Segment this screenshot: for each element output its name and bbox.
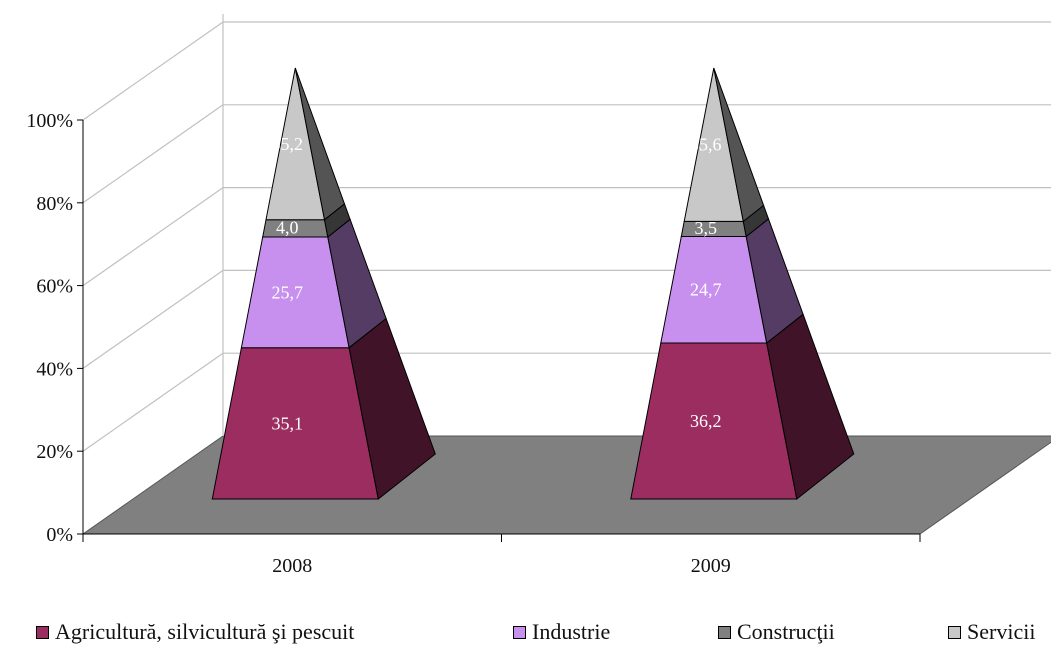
legend-swatch (513, 625, 526, 639)
y-tick-label: 20% (36, 441, 73, 463)
gridline-side (82, 269, 224, 369)
segment-side (713, 67, 765, 223)
gridline-side (82, 104, 224, 204)
y-tick-label: 60% (36, 276, 73, 298)
category-axis: 2008 2009 (82, 533, 921, 577)
pyramid-2009: 36,2 24,7 3,5 35,6 (630, 67, 855, 500)
pyramid-series: 35,1 25,7 4,0 35,2 36,2 24,7 3,5 35,6 (211, 67, 855, 500)
category-label: 2009 (691, 555, 731, 577)
category-label: 2008 (272, 555, 312, 577)
y-tick-label: 40% (36, 358, 73, 380)
gridline-side (82, 21, 224, 121)
legend-item: Agricultură, silvicultură şi pescuit (36, 618, 354, 646)
y-tick-label: 80% (36, 193, 73, 215)
legend-item: Construcţii (718, 618, 835, 646)
data-label: 35,2 (272, 134, 304, 154)
legend-label: Industrie (532, 619, 611, 644)
data-label: 35,6 (690, 135, 722, 155)
data-label: 4,0 (276, 217, 299, 237)
legend-swatch (36, 625, 49, 639)
data-label: 35,1 (272, 413, 304, 433)
legend-label: Construcţii (737, 619, 835, 644)
legend-swatch (718, 625, 731, 639)
segment-side (294, 67, 346, 221)
y-tick-label: 100% (26, 110, 73, 132)
data-label: 3,5 (695, 218, 718, 238)
legend: Agricultură, silvicultură şi pescuit Indu… (0, 618, 1051, 646)
legend-item: Servicii (948, 618, 1035, 646)
legend-item: Industrie (513, 618, 610, 646)
legend-label: Servicii (967, 619, 1036, 644)
data-label: 36,2 (690, 411, 722, 431)
gridline-side (82, 187, 224, 287)
data-label: 24,7 (690, 280, 722, 300)
legend-swatch (948, 625, 961, 639)
gridline-side (82, 352, 224, 452)
value-axis: 0% 20% 40% 60% 80% 100% (26, 110, 84, 546)
pyramid-2008: 35,1 25,7 4,0 35,2 (211, 67, 436, 500)
data-label: 25,7 (272, 282, 304, 302)
legend-label: Agricultură, silvicultură şi pescuit (55, 619, 355, 644)
y-tick-label: 0% (46, 524, 73, 546)
